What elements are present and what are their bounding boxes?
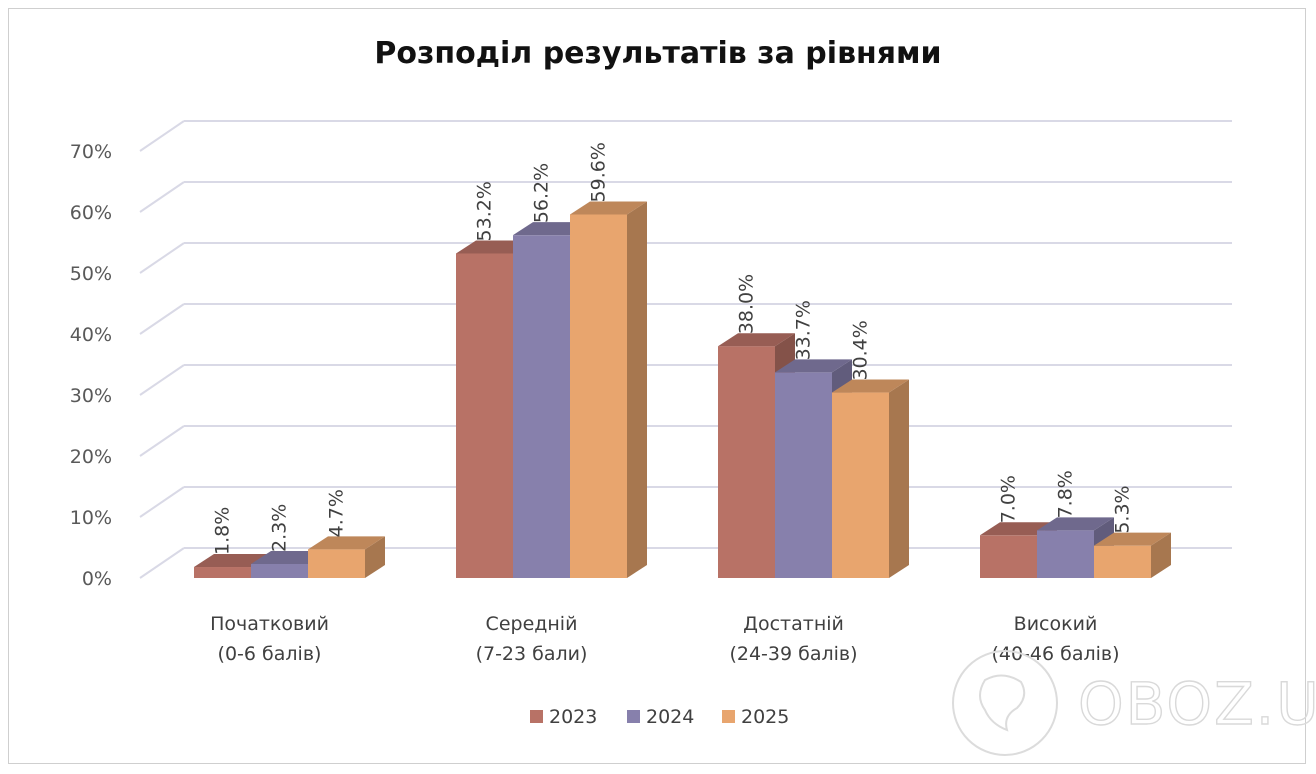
y-axis: 0% 10% 20% 30% 40% 50% 60% 70% [70, 141, 112, 590]
chart-title: Розподіл результатів за рівнями [374, 36, 942, 71]
data-label: 38.0% [736, 274, 758, 334]
bar-front [570, 214, 627, 578]
globe-icon [952, 650, 1058, 756]
bar-side [889, 379, 909, 578]
chart-frame [8, 8, 1306, 764]
bar-front [1037, 530, 1094, 578]
data-label: 5.3% [1112, 485, 1134, 533]
x-axis-categories: Початковий (0-6 балів) Середній (7-23 бали)… [210, 613, 1119, 665]
bar [308, 536, 385, 578]
category-label: (7-23 бали) [476, 643, 588, 665]
bar [1094, 532, 1171, 578]
bar-front [775, 372, 832, 578]
legend-item: 2023 [530, 706, 597, 728]
data-label: 1.8% [212, 507, 234, 555]
bar-front [832, 392, 889, 578]
category-label: Початковий [210, 613, 329, 635]
bar-side [627, 201, 647, 578]
data-label: 56.2% [531, 163, 553, 223]
legend-label: 2023 [549, 706, 597, 728]
gridline-depth [139, 120, 185, 152]
legend-swatch [722, 710, 735, 723]
gridline-depth [139, 486, 185, 518]
bar-side [365, 536, 385, 578]
bar-front [718, 346, 775, 578]
bar-front [1094, 545, 1151, 578]
legend-item: 2024 [627, 706, 694, 728]
data-label: 33.7% [793, 300, 815, 360]
category-label: Середній [486, 613, 578, 635]
data-label: 7.8% [1055, 470, 1077, 518]
category-label: Високий [1014, 613, 1098, 635]
gridline-depth [139, 303, 185, 335]
data-labels: 1.8% 53.2% 38.0% 7.0% 2.3% 56.2% 33.7% 7.8% 4.7%… [212, 142, 1134, 555]
bar-top [775, 359, 852, 373]
y-tick-label: 50% [70, 263, 112, 285]
legend-swatch [627, 710, 640, 723]
bar-top [308, 536, 385, 550]
bar-front [308, 549, 365, 578]
watermark-logo: OBOZ.UA [952, 650, 1316, 756]
bar-top [1037, 517, 1114, 531]
gridline-depth [139, 242, 185, 274]
gridline-depth [139, 547, 185, 579]
bar-front [194, 567, 251, 578]
bar-top [718, 333, 795, 347]
bar-top [1094, 532, 1171, 546]
bar-front [251, 563, 308, 578]
watermark: OBOZ.UA [952, 650, 1316, 756]
gridline-depth [139, 364, 185, 396]
bar-front [513, 235, 570, 578]
category-label: (0-6 балів) [218, 643, 322, 665]
y-tick-label: 70% [70, 141, 112, 163]
legend: 2023 2024 2025 [530, 706, 789, 728]
category-label: Достатній [743, 613, 844, 635]
bar [832, 379, 909, 578]
legend-swatch [530, 710, 543, 723]
bars [194, 201, 1171, 579]
globe-continent [979, 674, 1026, 732]
bar-top [570, 201, 647, 215]
bar-front [456, 253, 513, 579]
y-tick-label: 0% [82, 568, 112, 590]
bar-front [980, 535, 1037, 578]
y-tick-label: 40% [70, 324, 112, 346]
legend-label: 2025 [741, 706, 789, 728]
category-label: (24-39 балів) [729, 643, 857, 665]
y-tick-label: 60% [70, 202, 112, 224]
bar-top [832, 379, 909, 393]
gridline-depth [139, 181, 185, 213]
watermark-text: OBOZ.UA [1078, 670, 1316, 738]
data-label: 4.7% [326, 489, 348, 537]
y-tick-label: 10% [70, 507, 112, 529]
y-tick-label: 20% [70, 446, 112, 468]
legend-label: 2024 [646, 706, 694, 728]
legend-item: 2025 [722, 706, 789, 728]
data-label: 53.2% [474, 181, 496, 241]
data-label: 59.6% [588, 142, 610, 202]
bar [570, 201, 647, 578]
bar-side [1151, 532, 1171, 578]
data-label: 2.3% [269, 504, 291, 552]
gridline-depth [139, 425, 185, 457]
y-tick-label: 30% [70, 385, 112, 407]
category-label: (40-46 балів) [991, 643, 1119, 665]
data-label: 7.0% [998, 475, 1020, 523]
data-label: 30.4% [850, 320, 872, 380]
